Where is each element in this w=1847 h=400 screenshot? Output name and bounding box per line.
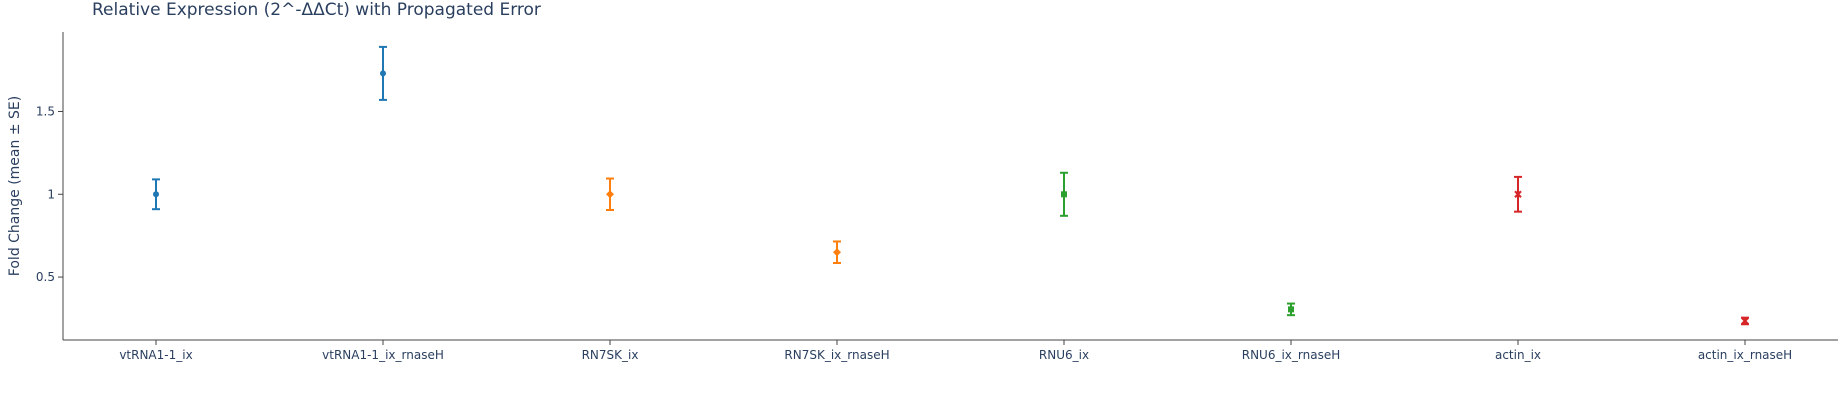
chart-title: Relative Expression (2^-ΔΔCt) with Propa… (92, 0, 541, 20)
x-tick-label: actin_ix_rnaseH (1698, 348, 1792, 362)
x-tick-label: RN7SK_ix_rnaseH (784, 348, 889, 362)
x-ticks: vtRNA1-1_ix vtRNA1-1_ix_rnaseH RN7SK_ix RN7… (119, 340, 1792, 362)
data-point[interactable] (833, 248, 841, 257)
data-point[interactable] (1514, 190, 1522, 199)
x-tick-label: RNU6_ix_rnaseH (1242, 348, 1341, 362)
y-ticks: 0.5 1 1.5 (36, 104, 63, 284)
data-point[interactable] (1061, 191, 1067, 198)
x-tick-label: vtRNA1-1_ix (119, 348, 192, 362)
x-tick-label: RN7SK_ix (582, 348, 639, 362)
data-point[interactable] (153, 191, 159, 198)
data-point[interactable] (1288, 306, 1294, 313)
data-point-group (606, 177, 614, 212)
data-marks (152, 45, 1749, 326)
data-point-group (1514, 175, 1522, 213)
x-tick-label: actin_ix (1495, 348, 1541, 362)
data-point[interactable] (606, 190, 614, 199)
y-tick-label: 0.5 (36, 270, 55, 284)
data-point-group (1060, 171, 1068, 217)
data-point-group (1741, 316, 1749, 326)
data-point-group (833, 240, 841, 264)
y-tick-label: 1 (47, 187, 55, 201)
data-point-group (1287, 302, 1295, 317)
y-axis-title: Fold Change (mean ± SE) (7, 96, 23, 276)
data-point-group (379, 45, 387, 101)
data-point[interactable] (1741, 317, 1749, 325)
data-point-group (152, 178, 160, 211)
x-tick-label: RNU6_ix (1039, 348, 1089, 362)
data-point[interactable] (380, 70, 386, 77)
x-tick-label: vtRNA1-1_ix_rnaseH (322, 348, 444, 362)
y-tick-label: 1.5 (36, 104, 55, 118)
